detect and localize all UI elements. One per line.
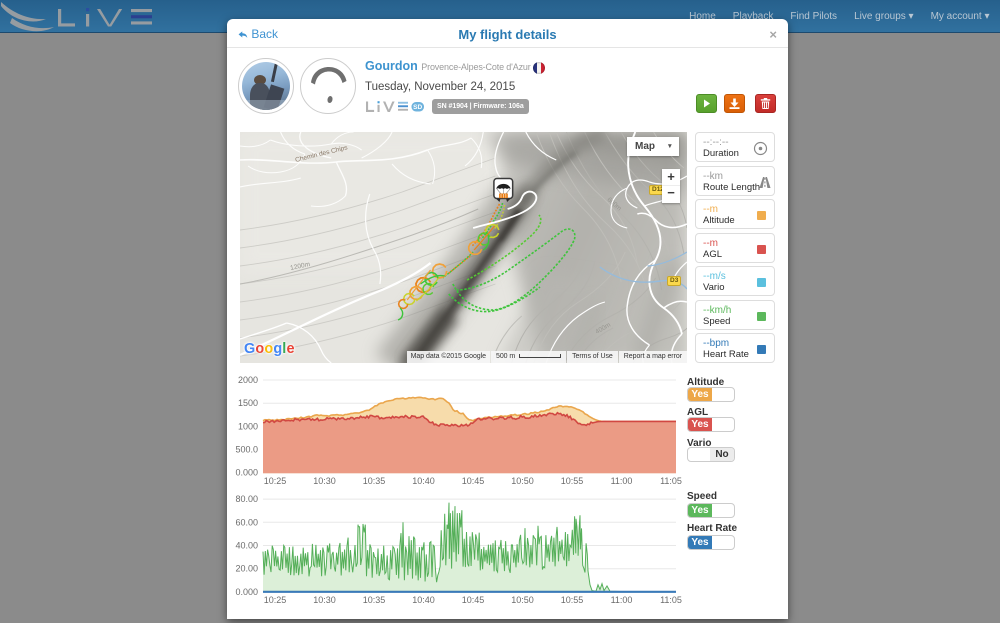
svg-text:1000: 1000 [238,421,258,431]
svg-text:11:00: 11:00 [611,476,633,486]
svg-text:2000: 2000 [238,375,258,385]
svg-text:10:55: 10:55 [561,476,584,486]
svg-text:10:25: 10:25 [264,595,287,605]
svg-text:SD: SD [413,104,422,111]
svg-text:11:05: 11:05 [660,595,682,605]
svg-text:10:45: 10:45 [462,595,485,605]
svg-text:10:55: 10:55 [561,595,584,605]
svg-text:10:50: 10:50 [511,476,534,486]
svg-text:60.00: 60.00 [235,517,258,527]
svg-text:80.00: 80.00 [235,494,258,504]
svg-text:10:30: 10:30 [313,595,336,605]
svg-text:10:45: 10:45 [462,476,485,486]
svg-text:10:40: 10:40 [412,595,435,605]
svg-text:40.00: 40.00 [235,541,258,551]
svg-text:10:25: 10:25 [264,476,287,486]
svg-text:10:50: 10:50 [511,595,534,605]
svg-text:1200m: 1200m [290,261,312,272]
svg-text:500.0: 500.0 [235,445,258,455]
svg-text:10:35: 10:35 [363,476,386,486]
svg-text:20.00: 20.00 [235,564,258,574]
svg-text:11:00: 11:00 [611,595,633,605]
svg-text:10:40: 10:40 [412,476,435,486]
svg-text:10:30: 10:30 [313,476,336,486]
svg-text:0.000: 0.000 [235,587,258,597]
svg-text:0.000: 0.000 [235,468,258,478]
svg-text:11:05: 11:05 [660,476,682,486]
svg-text:1500: 1500 [238,398,258,408]
svg-text:10:35: 10:35 [363,595,386,605]
